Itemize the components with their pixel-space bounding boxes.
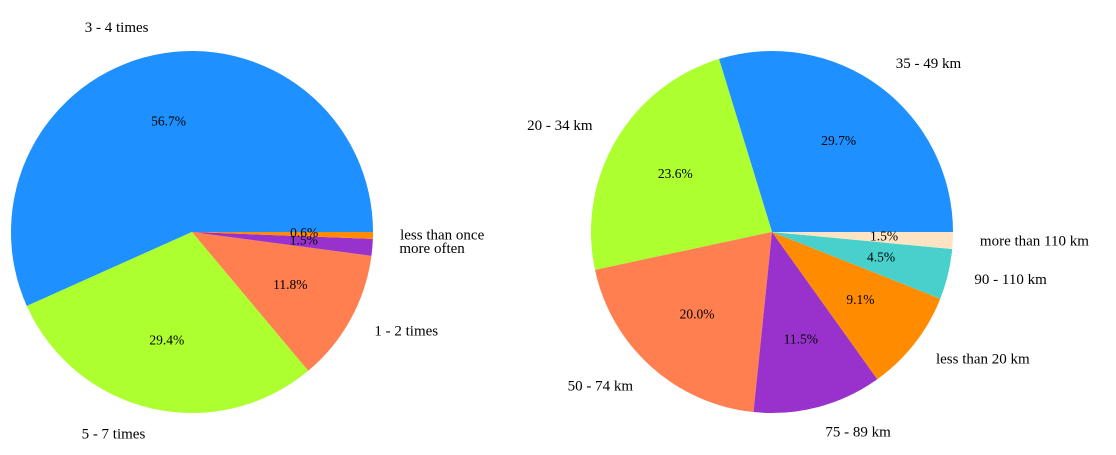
pie-slice (772, 232, 941, 380)
slice-label: 35 - 49 km (896, 56, 962, 72)
slice-percent-label: 11.5% (784, 332, 818, 347)
pie-slice (192, 232, 373, 256)
pie-slice (26, 232, 309, 413)
slice-label: more than 110 km (980, 233, 1089, 249)
slice-label: 75 - 89 km (825, 425, 891, 441)
slice-percent-label: 20.0% (680, 307, 715, 322)
slice-label: less than 20 km (936, 352, 1030, 368)
slice-percent-label: 0.6% (290, 225, 318, 240)
pie-slice (718, 50, 953, 232)
slice-label: 20 - 34 km (527, 118, 593, 134)
slice-label: less than once (400, 227, 484, 243)
pie-slice (595, 232, 772, 413)
pie-slice (192, 232, 373, 239)
slice-label: more often (399, 241, 465, 257)
slice-label: 3 - 4 times (85, 20, 149, 36)
slice-label: 5 - 7 times (82, 426, 146, 442)
pie-slice (753, 232, 878, 413)
slice-percent-label: 23.6% (658, 166, 693, 181)
pie-slice (772, 232, 953, 299)
pie-chart-2: 35 - 49 km 29.7% 20 - 34 km 23.6% 50 - 74 km… (527, 50, 1089, 441)
pie-slice (11, 51, 374, 306)
slice-label: 50 - 74 km (568, 378, 634, 394)
slice-percent-label: 9.1% (846, 292, 874, 307)
slice-percent-label: 4.5% (867, 249, 895, 264)
pie-slice (192, 232, 372, 371)
slice-percent-label: 11.8% (273, 277, 307, 292)
slice-label: 90 - 110 km (974, 272, 1047, 288)
slice-percent-label: 29.4% (149, 332, 184, 347)
pie-chart-1: 3 - 4 times 56.7% 5 - 7 times 29.4% 1 - 2 ti… (11, 20, 485, 442)
slice-percent-label: 1.5% (870, 228, 898, 243)
pie-slice (591, 58, 772, 270)
pie-slice (772, 232, 953, 250)
slice-percent-label: 29.7% (821, 133, 856, 148)
slice-percent-label: 56.7% (151, 113, 186, 128)
slice-label: 1 - 2 times (374, 324, 438, 340)
